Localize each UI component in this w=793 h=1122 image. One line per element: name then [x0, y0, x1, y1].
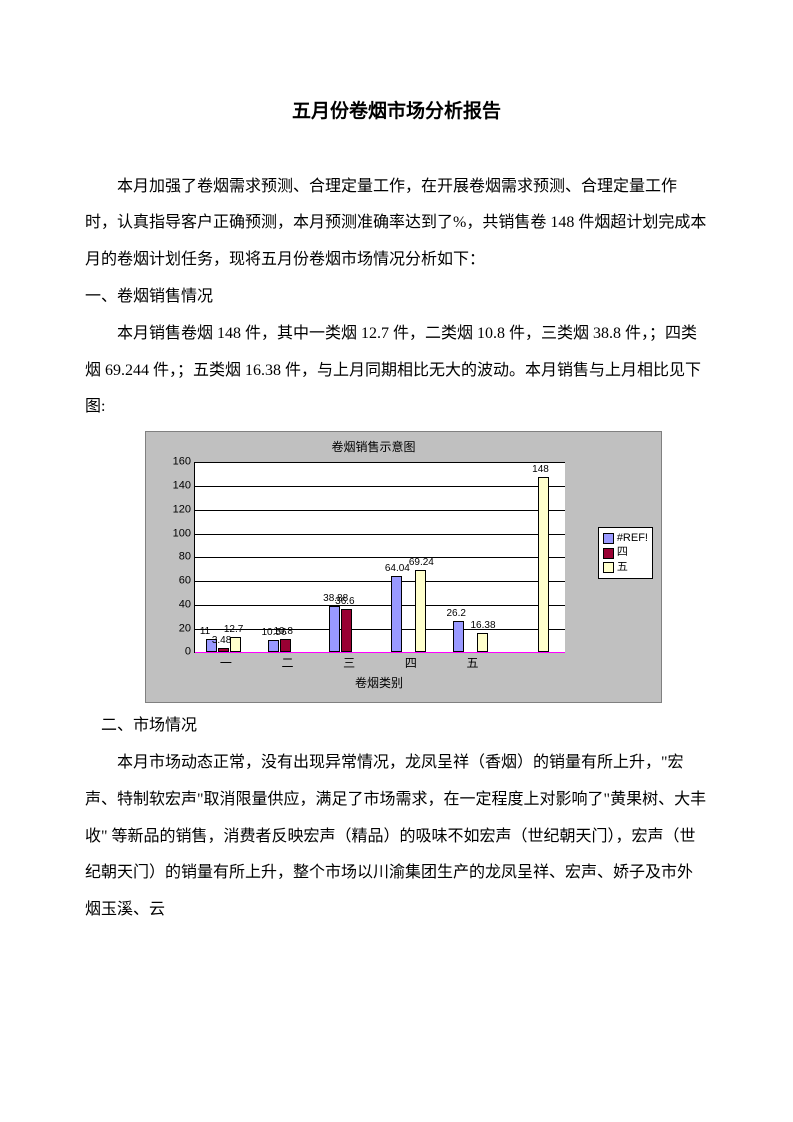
data-label: 3.48	[212, 635, 231, 647]
gridline	[195, 557, 565, 558]
gridline	[195, 534, 565, 535]
legend-item: 五	[603, 561, 648, 574]
gridline	[195, 486, 565, 487]
bar	[415, 570, 426, 652]
x-tick-label: 四	[383, 656, 439, 670]
y-tick-label: 120	[173, 503, 191, 516]
data-label: 12.7	[224, 624, 243, 636]
y-tick-label: 100	[173, 527, 191, 540]
bar	[230, 637, 241, 652]
section1-heading: 一、卷烟销售情况	[85, 279, 708, 316]
data-label: 11	[200, 626, 210, 638]
y-tick-label: 40	[179, 598, 191, 611]
legend-swatch	[603, 562, 614, 573]
bar	[453, 621, 464, 652]
section1-body: 本月销售卷烟 148 件，其中一类烟 12.7 件，二类烟 10.8 件，三类烟…	[85, 316, 708, 426]
intro-paragraph: 本月加强了卷烟需求预测、合理定量工作，在开展卷烟需求预测、合理定量工作时，认真指…	[85, 169, 708, 279]
bar	[280, 639, 291, 652]
bar	[477, 633, 488, 652]
ref-line	[195, 652, 565, 653]
gridline	[195, 629, 565, 630]
y-tick-label: 80	[179, 551, 191, 564]
document-title: 五月份卷烟市场分析报告	[85, 90, 708, 134]
data-label: 10.8	[274, 626, 293, 638]
x-axis-title: 卷烟类别	[194, 676, 564, 690]
gridline	[195, 510, 565, 511]
x-tick-label: 三	[321, 656, 377, 670]
bar	[341, 609, 352, 652]
x-tick-label: 一	[198, 656, 254, 670]
bar	[268, 640, 279, 653]
data-label: 148	[532, 464, 549, 476]
plot-area: 020406080100120140160113.4812.7一10.5610.…	[194, 462, 565, 653]
section2-body: 本月市场动态正常，没有出现异常情况，龙凤呈祥（香烟）的销量有所上升，"宏声、特制…	[85, 745, 708, 929]
chart-legend: #REF!四五	[598, 527, 653, 579]
bar-chart: 卷烟销售示意图 020406080100120140160113.4812.7一…	[145, 431, 662, 703]
data-label: 64.04	[385, 563, 410, 575]
legend-label: #REF!	[617, 532, 648, 545]
x-tick-label: 五	[445, 656, 501, 670]
bar	[218, 648, 229, 652]
data-label: 69.24	[409, 557, 434, 569]
y-tick-label: 160	[173, 456, 191, 469]
legend-item: #REF!	[603, 532, 648, 545]
data-label: 26.2	[447, 608, 466, 620]
legend-label: 五	[617, 561, 628, 574]
gridline	[195, 581, 565, 582]
legend-label: 四	[617, 546, 628, 559]
bar	[329, 606, 340, 652]
data-label: 16.38	[471, 620, 496, 632]
y-tick-label: 60	[179, 574, 191, 587]
bar	[538, 477, 549, 653]
chart-container: 卷烟销售示意图 020406080100120140160113.4812.7一…	[145, 431, 708, 703]
chart-title: 卷烟销售示意图	[146, 440, 601, 454]
y-tick-label: 20	[179, 622, 191, 635]
gridline	[195, 605, 565, 606]
data-label: 36.6	[335, 596, 354, 608]
y-tick-label: 140	[173, 479, 191, 492]
x-tick-label: 二	[260, 656, 316, 670]
gridline	[195, 462, 565, 463]
legend-swatch	[603, 548, 614, 559]
legend-swatch	[603, 533, 614, 544]
y-tick-label: 0	[185, 646, 191, 659]
legend-item: 四	[603, 546, 648, 559]
bar	[391, 576, 402, 652]
section2-heading: 二、市场情况	[85, 708, 708, 745]
